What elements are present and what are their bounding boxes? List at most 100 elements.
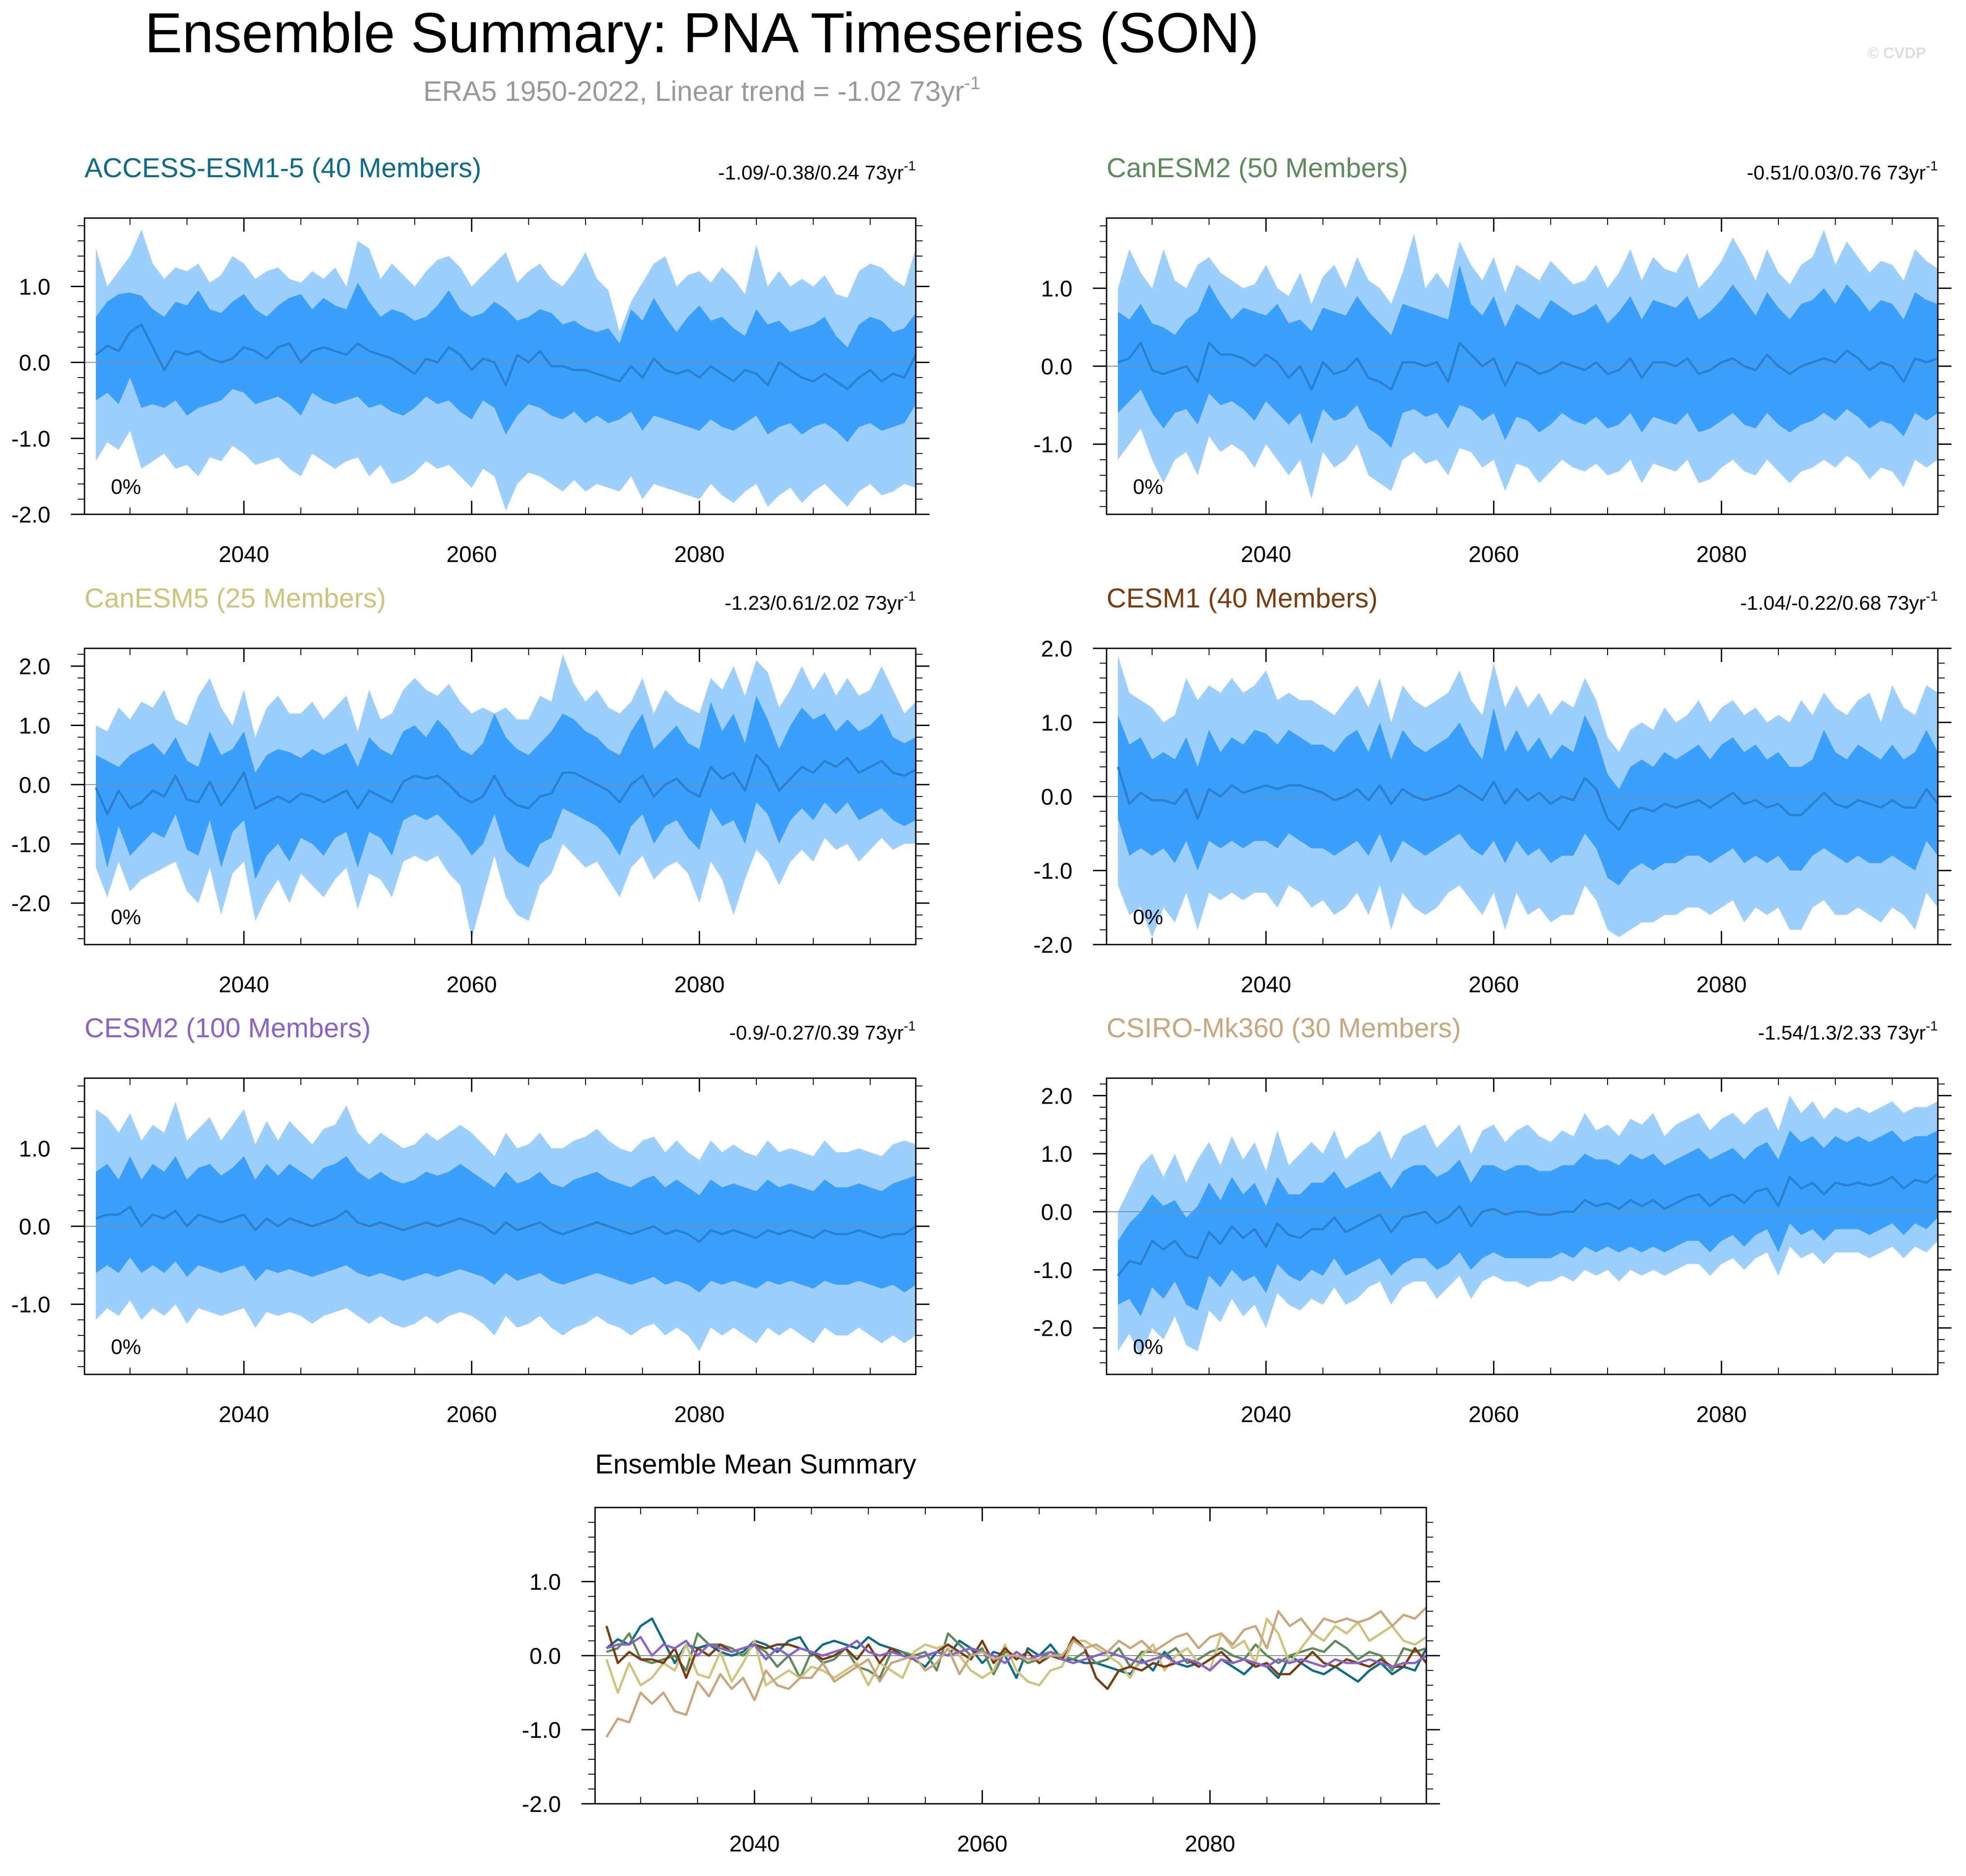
inner-spread-band (96, 696, 916, 880)
panel-title: CanESM5 (25 Members) (84, 583, 386, 613)
y-tick-label: 0.0 (19, 350, 50, 376)
x-tick-label: 2040 (218, 1402, 269, 1427)
y-tick-label: 1.0 (19, 1136, 50, 1161)
y-tick-label: 1.0 (1041, 276, 1072, 301)
plot-frame (84, 217, 917, 515)
x-tick-label: 2040 (1241, 542, 1291, 567)
watermark: © CVDP (1867, 45, 1926, 62)
percent-label: 0% (111, 1335, 141, 1358)
y-tick-label: -2.0 (522, 1791, 561, 1817)
trend-value: -1.09/-0.38/0.24 73yr (718, 162, 904, 184)
trend-label: -0.51/0.03/0.76 73yr-1 (1747, 159, 1938, 184)
trend-superscript: -1 (1926, 159, 1938, 174)
y-tick-label: -1.0 (11, 1292, 50, 1318)
percent-label: 0% (111, 475, 141, 498)
y-tick-label: 1.0 (1041, 1141, 1072, 1167)
model-panel: CanESM2 (50 Members) -0.51/0.03/0.76 73yr… (1033, 153, 1951, 567)
inner-spread-band (1118, 1130, 1938, 1317)
y-tick-label: 1.0 (529, 1569, 561, 1595)
panel-title: Ensemble Mean Summary (595, 1449, 916, 1479)
trend-label: -1.54/1.3/2.33 73yr-1 (1758, 1019, 1938, 1044)
y-tick-label: -2.0 (1033, 1316, 1072, 1341)
panel-title: CSIRO-Mk360 (30 Members) (1107, 1013, 1461, 1043)
x-tick-label: 2040 (218, 972, 269, 997)
model-panel: CanESM5 (25 Members) -1.23/0.61/2.02 73yr… (11, 583, 929, 997)
trend-superscript: -1 (904, 1019, 916, 1034)
ensemble-mean-line (1117, 1173, 1939, 1277)
y-tick-label: -1.0 (1033, 858, 1072, 884)
trend-value: -0.51/0.03/0.76 73yr (1747, 162, 1926, 184)
panel-title: CanESM2 (50 Members) (1107, 153, 1408, 183)
y-tick-label: -1.0 (1033, 1258, 1072, 1283)
subtitle-text: ERA5 1950-2022, Linear trend = -1.02 73y… (423, 76, 964, 107)
x-tick-label: 2080 (1185, 1831, 1235, 1856)
x-tick-label: 2080 (674, 972, 725, 997)
model-panel: CESM1 (40 Members) -1.04/-0.22/0.68 73yr-… (1033, 583, 1951, 997)
ensemble-mean-line (1117, 766, 1939, 831)
y-tick-label: 2.0 (19, 654, 50, 679)
y-tick-label: 2.0 (1041, 636, 1072, 662)
inner-spread-band (96, 1156, 916, 1293)
x-tick-label: 2060 (1469, 542, 1519, 567)
y-tick-label: 0.0 (1041, 784, 1072, 810)
x-tick-label: 2040 (729, 1831, 779, 1856)
ensemble-mean-line (94, 754, 917, 816)
x-tick-label: 2060 (957, 1831, 1008, 1856)
trend-superscript: -1 (904, 159, 916, 174)
x-tick-label: 2080 (674, 542, 725, 567)
y-tick-label: -1.0 (11, 426, 50, 452)
trend-value: -1.04/-0.22/0.68 73yr (1740, 592, 1926, 614)
trend-label: -1.04/-0.22/0.68 73yr-1 (1740, 589, 1938, 614)
y-tick-label: -1.0 (11, 831, 50, 857)
model-panel: CSIRO-Mk360 (30 Members) -1.54/1.3/2.33 7… (1033, 1013, 1951, 1427)
y-tick-label: 0.0 (19, 1214, 50, 1239)
trend-label: -1.09/-0.38/0.24 73yr-1 (718, 159, 916, 184)
y-tick-label: -2.0 (1033, 932, 1072, 958)
y-tick-label: 0.0 (1041, 1199, 1072, 1225)
main-subtitle: ERA5 1950-2022, Linear trend = -1.02 73y… (423, 73, 980, 107)
trend-label: -0.9/-0.27/0.39 73yr-1 (729, 1019, 916, 1044)
ensemble-mean-line (95, 323, 917, 390)
main-title: Ensemble Summary: PNA Timeseries (SON) (144, 2, 1259, 65)
x-tick-label: 2080 (1696, 972, 1747, 997)
panel-title: CESM2 (100 Members) (84, 1013, 371, 1043)
y-tick-label: 0.0 (529, 1643, 561, 1669)
trend-value: -0.9/-0.27/0.39 73yr (729, 1022, 904, 1044)
x-tick-label: 2040 (1241, 1402, 1291, 1427)
y-tick-label: -1.0 (1033, 432, 1072, 458)
series-line-csiro-mk360 (605, 1607, 1427, 1738)
percent-label: 0% (1133, 1335, 1163, 1358)
model-panel: CESM2 (100 Members) -0.9/-0.27/0.39 73yr-… (11, 1013, 929, 1427)
x-tick-label: 2040 (218, 542, 269, 567)
x-tick-label: 2080 (674, 1402, 725, 1427)
y-tick-label: 1.0 (19, 713, 50, 739)
subtitle-superscript: -1 (964, 73, 981, 93)
y-tick-label: 0.0 (1041, 354, 1072, 379)
x-tick-label: 2060 (447, 972, 497, 997)
trend-superscript: -1 (904, 589, 916, 604)
y-tick-label: -1.0 (522, 1717, 561, 1743)
trend-superscript: -1 (1926, 589, 1938, 604)
inner-spread-band (1118, 264, 1938, 448)
percent-label: 0% (1133, 475, 1163, 498)
x-tick-label: 2080 (1696, 542, 1747, 567)
x-tick-label: 2080 (1696, 1402, 1747, 1427)
x-tick-label: 2060 (447, 542, 497, 567)
x-tick-label: 2060 (447, 1402, 497, 1427)
percent-label: 0% (1133, 905, 1163, 929)
x-tick-label: 2040 (1241, 972, 1291, 997)
ensemble-mean-panel: Ensemble Mean Summary 2040 2060 2080 -2.0 -1.… (522, 1449, 1440, 1856)
percent-label: 0% (111, 905, 141, 929)
panels: ACCESS-ESM1-5 (40 Members) -1.09/-0.38/0.… (11, 153, 1951, 1856)
y-tick-label: 1.0 (19, 274, 50, 299)
y-tick-label: -2.0 (11, 891, 50, 916)
ensemble-mean-line (1117, 342, 1938, 391)
y-tick-label: -2.0 (11, 502, 50, 527)
trend-label: -1.23/0.61/2.02 73yr-1 (725, 589, 916, 614)
ensemble-mean-line (95, 1205, 917, 1243)
trend-value: -1.23/0.61/2.02 73yr (725, 592, 904, 614)
y-tick-label: 1.0 (1041, 710, 1072, 736)
trend-value: -1.54/1.3/2.33 73yr (1758, 1022, 1926, 1044)
x-tick-label: 2060 (1469, 1402, 1519, 1427)
